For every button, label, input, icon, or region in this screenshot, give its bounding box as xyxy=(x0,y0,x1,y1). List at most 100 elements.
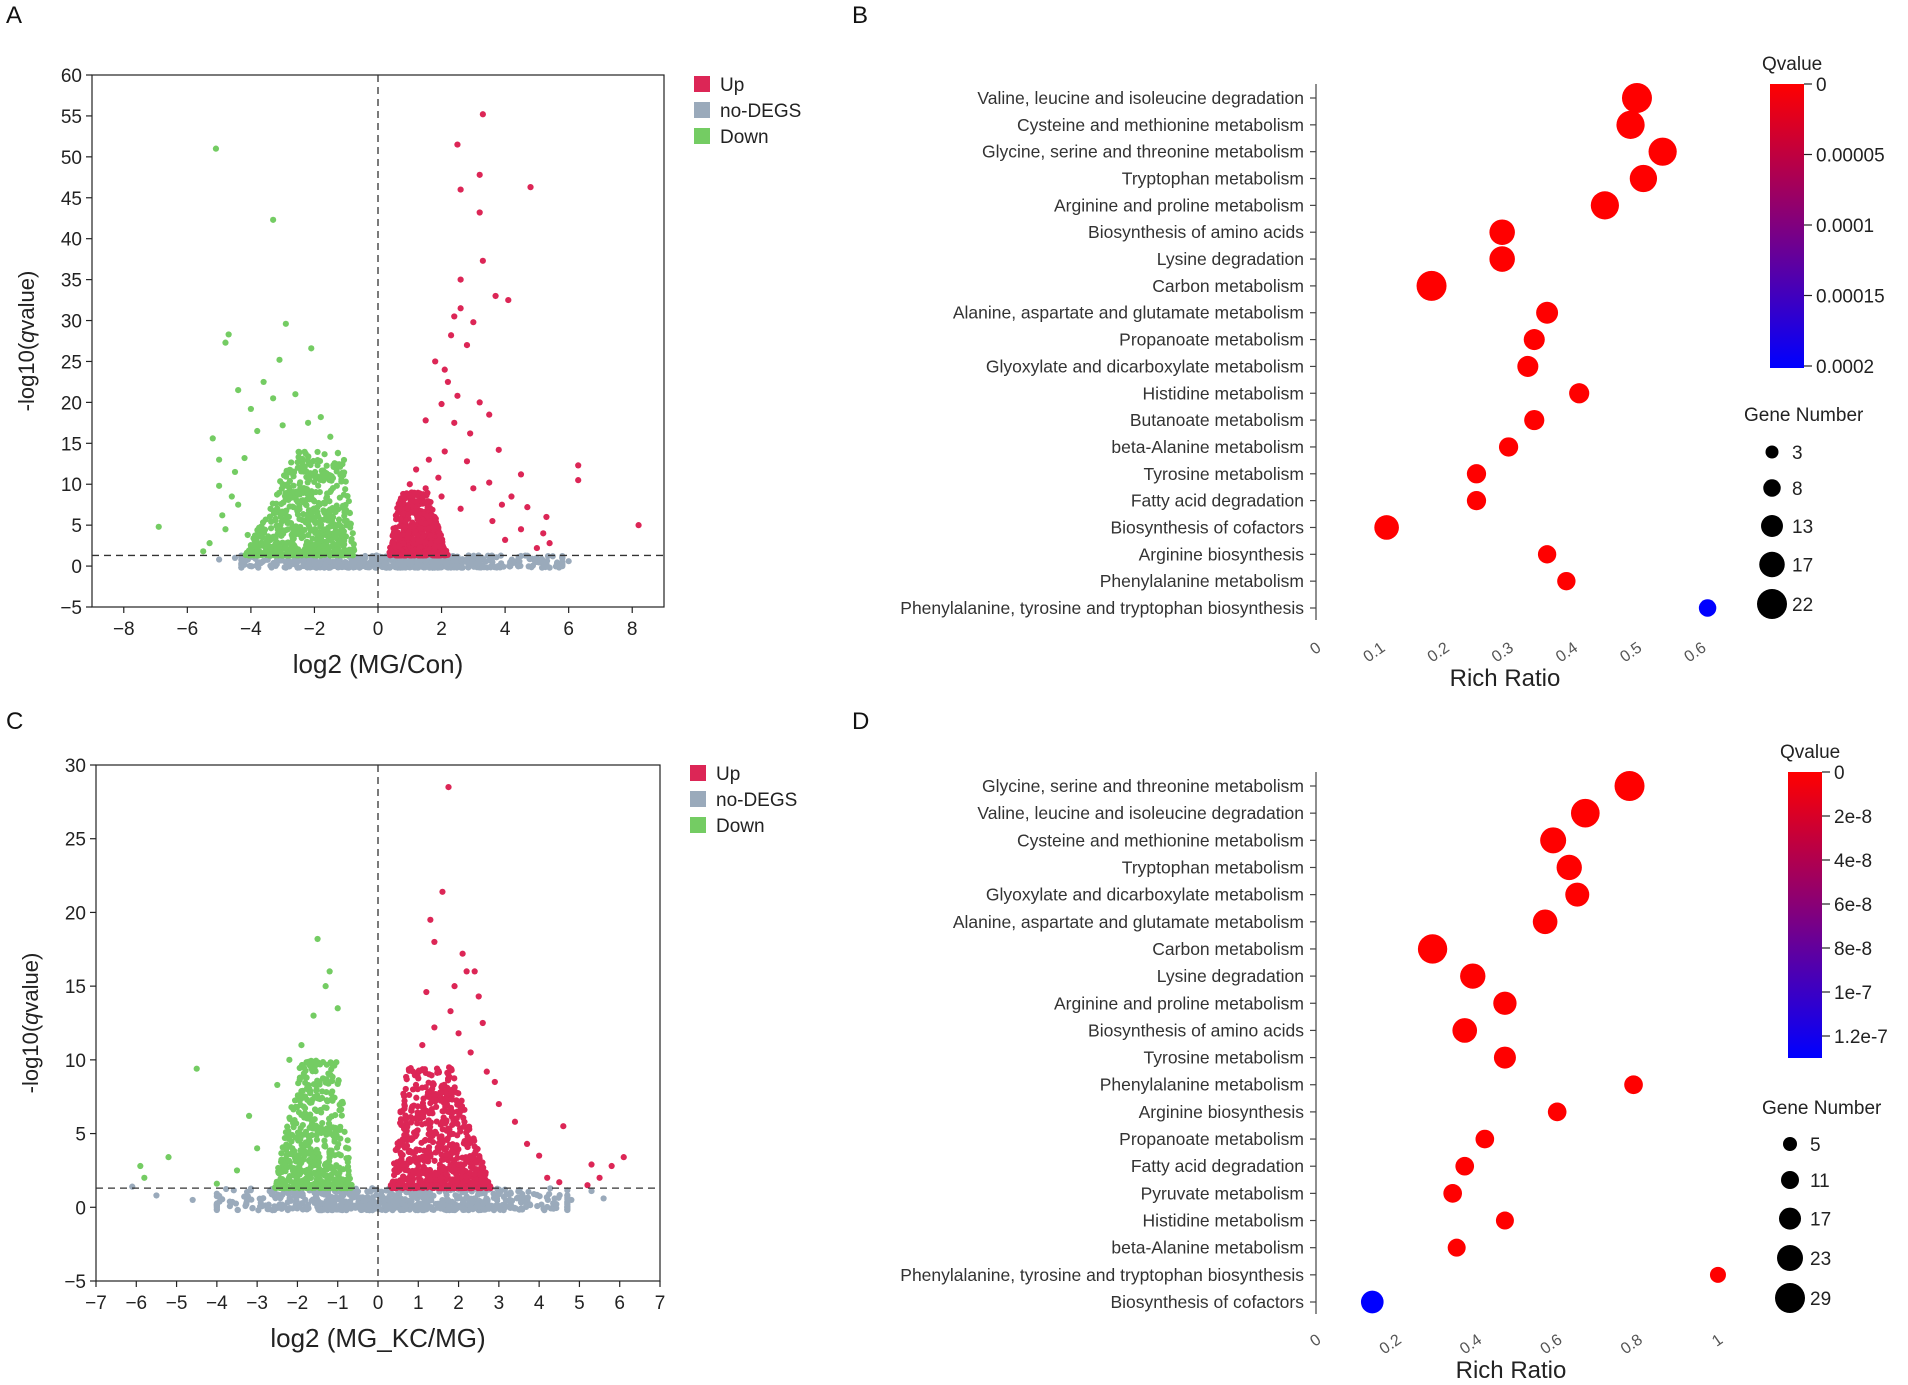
y-tick-label: 60 xyxy=(61,66,82,87)
point-down xyxy=(313,1087,320,1094)
color-tick-label: 6e-8 xyxy=(1834,895,1872,916)
pathway-label: Biosynthesis of amino acids xyxy=(1088,222,1304,242)
x-tick-label: −4 xyxy=(240,619,262,640)
color-tick-label: 0 xyxy=(1816,75,1827,96)
point-up xyxy=(467,430,474,437)
color-tick-label: 2e-8 xyxy=(1834,807,1872,828)
point-down xyxy=(329,1166,337,1173)
pathway-label: Arginine and proline metabolism xyxy=(1054,993,1304,1013)
series-down xyxy=(137,935,355,1192)
point-down xyxy=(301,448,308,455)
point-down xyxy=(296,503,303,510)
point-up xyxy=(422,1120,429,1127)
point-down xyxy=(292,391,299,398)
y-tick-label: −5 xyxy=(64,1272,86,1293)
point-down xyxy=(346,510,353,517)
point-up xyxy=(404,1137,411,1144)
point-up xyxy=(438,493,445,500)
point-up xyxy=(440,1156,447,1163)
pathway-label: Phenylalanine, tyrosine and tryptophan b… xyxy=(900,598,1304,618)
point-down xyxy=(289,1145,296,1152)
point-down xyxy=(267,525,275,532)
point-no-degs xyxy=(389,1207,396,1214)
point-up xyxy=(430,1096,438,1103)
point-up xyxy=(389,532,396,539)
point-down xyxy=(283,1147,290,1154)
size-legend-label: 3 xyxy=(1792,443,1803,464)
point-no-degs xyxy=(488,556,495,564)
color-tick-label: 0.00015 xyxy=(1816,287,1885,308)
legend-swatch-nodegs xyxy=(694,102,710,118)
point-no-degs xyxy=(559,561,566,569)
point-up xyxy=(467,1049,474,1056)
bubble xyxy=(1455,1156,1475,1176)
point-no-degs xyxy=(401,1196,409,1203)
size-legend-dot xyxy=(1779,1207,1801,1230)
point-down xyxy=(257,532,264,539)
x-tick-label: 0 xyxy=(1307,639,1324,658)
bubble xyxy=(1536,301,1559,324)
point-down xyxy=(317,414,324,421)
point-up xyxy=(399,1107,406,1114)
point-no-degs xyxy=(326,558,333,565)
point-no-degs xyxy=(600,1195,607,1202)
point-up xyxy=(413,1094,420,1101)
legend-swatch-nodegs xyxy=(690,791,706,807)
point-no-degs xyxy=(153,1192,160,1199)
point-down xyxy=(291,1117,298,1124)
x-axis-label: Rich Ratio xyxy=(1450,665,1561,692)
size-legend-label: 17 xyxy=(1792,556,1813,577)
point-up xyxy=(420,1095,427,1102)
point-down xyxy=(141,1174,148,1181)
point-down xyxy=(315,1171,322,1178)
point-down xyxy=(235,387,242,394)
point-no-degs xyxy=(362,1197,369,1204)
point-no-degs xyxy=(502,1197,509,1204)
point-up xyxy=(400,493,407,500)
pathway-label: Arginine biosynthesis xyxy=(1139,544,1305,564)
point-down xyxy=(137,1162,144,1170)
point-no-degs xyxy=(419,563,426,570)
point-no-degs xyxy=(546,1190,553,1198)
y-tick-label: 15 xyxy=(65,977,86,998)
point-down xyxy=(258,523,265,530)
point-down xyxy=(323,1182,331,1189)
x-tick-label: 0.5 xyxy=(1617,639,1645,666)
color-tick-label: 0.00005 xyxy=(1816,146,1885,167)
point-down xyxy=(333,502,340,509)
point-up xyxy=(422,520,429,527)
point-no-degs xyxy=(367,559,374,567)
bubble xyxy=(1498,437,1519,457)
point-up xyxy=(395,500,402,507)
point-no-degs xyxy=(514,562,521,569)
pathway-label: Glycine, serine and threonine metabolism xyxy=(982,142,1304,162)
point-down xyxy=(313,1146,320,1153)
point-down xyxy=(325,1115,333,1122)
point-no-degs xyxy=(544,1196,551,1204)
point-up xyxy=(438,1133,445,1140)
point-no-degs xyxy=(525,1188,532,1195)
point-down xyxy=(231,468,239,476)
point-up xyxy=(476,1153,483,1160)
pathway-label: Valine, leucine and isoleucine degradati… xyxy=(977,88,1304,108)
y-tick-label: 10 xyxy=(61,475,82,496)
point-up xyxy=(389,1184,396,1191)
point-no-degs xyxy=(350,559,358,566)
point-up xyxy=(439,888,446,895)
point-up xyxy=(434,522,441,529)
point-down xyxy=(294,1180,301,1187)
point-down xyxy=(233,1167,241,1174)
point-no-degs xyxy=(281,1202,288,1210)
point-up xyxy=(463,458,471,465)
point-down xyxy=(294,1103,301,1111)
point-down xyxy=(334,1080,341,1087)
point-no-degs xyxy=(313,1199,320,1207)
point-up xyxy=(400,540,407,547)
size-legend-label: 5 xyxy=(1810,1135,1821,1156)
point-down xyxy=(312,1122,319,1129)
x-tick-label: 0.6 xyxy=(1681,639,1709,666)
point-down xyxy=(331,1094,338,1101)
point-up xyxy=(462,1173,469,1180)
point-down xyxy=(279,552,286,559)
point-no-degs xyxy=(428,1205,435,1212)
